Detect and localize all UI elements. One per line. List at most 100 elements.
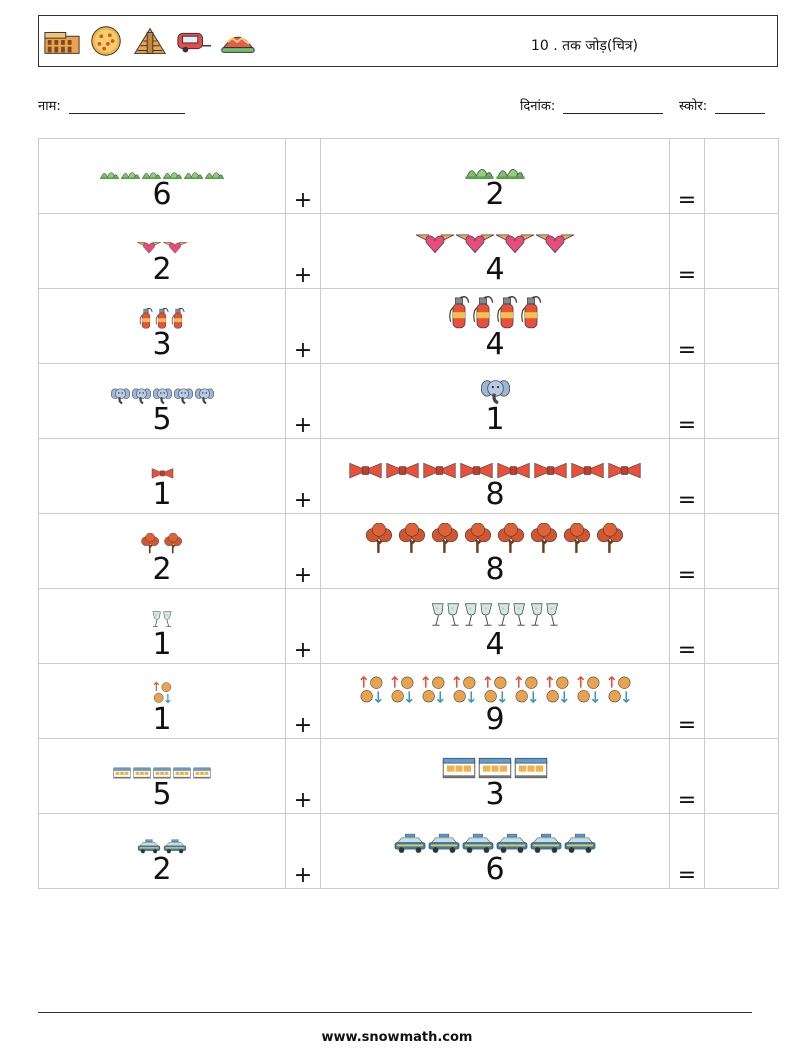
coin-arrows-icon	[390, 675, 413, 704]
addend-a-pictures	[39, 293, 285, 329]
answer-box[interactable]	[704, 363, 779, 439]
answer-box[interactable]	[704, 663, 779, 739]
answer-box[interactable]	[704, 738, 779, 814]
addend-a-pictures	[39, 143, 285, 179]
addend-b-number: 9	[485, 702, 505, 737]
addend-a-pictures	[39, 668, 285, 704]
addend-b-pictures	[321, 293, 669, 329]
tree-icon	[530, 523, 558, 553]
addend-b-number: 1	[485, 402, 505, 437]
toast-glasses-icon	[530, 603, 559, 626]
addend-b-number: 4	[485, 252, 505, 287]
camper-van-icon	[177, 32, 212, 53]
police-car-icon	[564, 833, 596, 853]
grass-icon	[100, 172, 119, 179]
coin-arrows-icon	[452, 675, 475, 704]
answer-box[interactable]	[704, 513, 779, 589]
name-field[interactable]: नाम:	[38, 96, 185, 114]
problem-row: 6 +2 =	[38, 138, 779, 214]
coin-arrows-icon	[359, 675, 382, 704]
problem-row: 1 +8 =	[38, 438, 779, 514]
answer-box[interactable]	[704, 213, 779, 289]
shop-icon	[514, 757, 548, 779]
police-car-icon	[137, 839, 161, 854]
name-blank[interactable]	[68, 99, 185, 114]
answer-box[interactable]	[704, 813, 779, 889]
plus-sign: +	[285, 288, 321, 364]
addend-a-cell: 5	[38, 738, 286, 814]
problem-row: 2 +6 =	[38, 813, 779, 889]
score-blank[interactable]	[715, 99, 766, 114]
addend-a-number: 5	[152, 402, 172, 437]
colosseum-icon	[44, 31, 80, 54]
tree-icon	[398, 523, 426, 553]
bow-tie-icon	[423, 462, 456, 479]
plus-sign: +	[285, 438, 321, 514]
plus-sign: +	[285, 588, 321, 664]
addend-b-cell: 3	[320, 738, 670, 814]
addend-b-pictures	[321, 743, 669, 779]
equals-sign: =	[669, 363, 705, 439]
tree-icon	[164, 533, 182, 554]
addend-a-cell: 2	[38, 213, 286, 289]
elephant-icon	[131, 388, 151, 404]
bow-tie-icon	[534, 462, 567, 479]
problem-row: 2 +4 =	[38, 213, 779, 289]
grass-icon	[163, 172, 182, 179]
grass-icon	[184, 172, 203, 179]
answer-box[interactable]	[704, 438, 779, 514]
addend-a-number: 5	[152, 777, 172, 812]
coin-arrows-icon	[607, 675, 630, 704]
addend-a-cell: 3	[38, 288, 286, 364]
shop-icon	[173, 767, 191, 779]
fire-extinguisher-icon	[155, 307, 169, 329]
tree-icon	[563, 523, 591, 553]
answer-box[interactable]	[704, 288, 779, 364]
fire-extinguisher-icon	[139, 307, 153, 329]
addend-a-cell: 6	[38, 138, 286, 214]
addend-b-cell: 8	[320, 513, 670, 589]
winged-heart-icon	[137, 242, 161, 254]
fire-extinguisher-icon	[171, 307, 185, 329]
addend-b-number: 8	[485, 477, 505, 512]
addend-a-cell: 1	[38, 438, 286, 514]
pyramid-icon	[133, 27, 167, 54]
addend-b-pictures	[321, 143, 669, 179]
addend-a-number: 2	[152, 852, 172, 887]
addend-a-cell: 2	[38, 813, 286, 889]
bow-tie-icon	[571, 462, 604, 479]
addend-a-number: 1	[152, 627, 172, 662]
addend-a-number: 1	[152, 702, 172, 737]
addend-a-pictures	[39, 818, 285, 854]
grass-icon	[205, 172, 224, 179]
winged-heart-icon	[496, 234, 534, 254]
equals-sign: =	[669, 438, 705, 514]
answer-box[interactable]	[704, 138, 779, 214]
equals-sign: =	[669, 813, 705, 889]
equals-sign: =	[669, 138, 705, 214]
addend-a-number: 1	[152, 477, 172, 512]
addend-b-pictures	[321, 668, 669, 704]
toast-glasses-icon	[152, 611, 172, 627]
addend-b-pictures	[321, 218, 669, 254]
date-blank[interactable]	[563, 99, 664, 114]
shop-icon	[442, 757, 476, 779]
worksheet-title: 10 . तक जोड़(चित्र)	[531, 38, 639, 54]
score-field[interactable]: स्कोर:	[679, 96, 766, 114]
equals-sign: =	[669, 663, 705, 739]
coin-arrows-icon	[545, 675, 568, 704]
winged-heart-icon	[456, 234, 494, 254]
worksheet-header: 10 . तक जोड़(चित्र)	[38, 15, 778, 67]
addend-a-pictures	[39, 218, 285, 254]
header-icons	[43, 24, 257, 58]
shop-icon	[113, 767, 131, 779]
equals-sign: =	[669, 213, 705, 289]
addend-b-pictures	[321, 443, 669, 479]
fire-extinguisher-icon	[521, 296, 542, 329]
answer-box[interactable]	[704, 588, 779, 664]
coin-arrows-icon	[421, 675, 444, 704]
date-field[interactable]: दिनांक:	[520, 96, 664, 114]
plus-sign: +	[285, 363, 321, 439]
winged-heart-icon	[416, 234, 454, 254]
addend-a-cell: 2	[38, 513, 286, 589]
